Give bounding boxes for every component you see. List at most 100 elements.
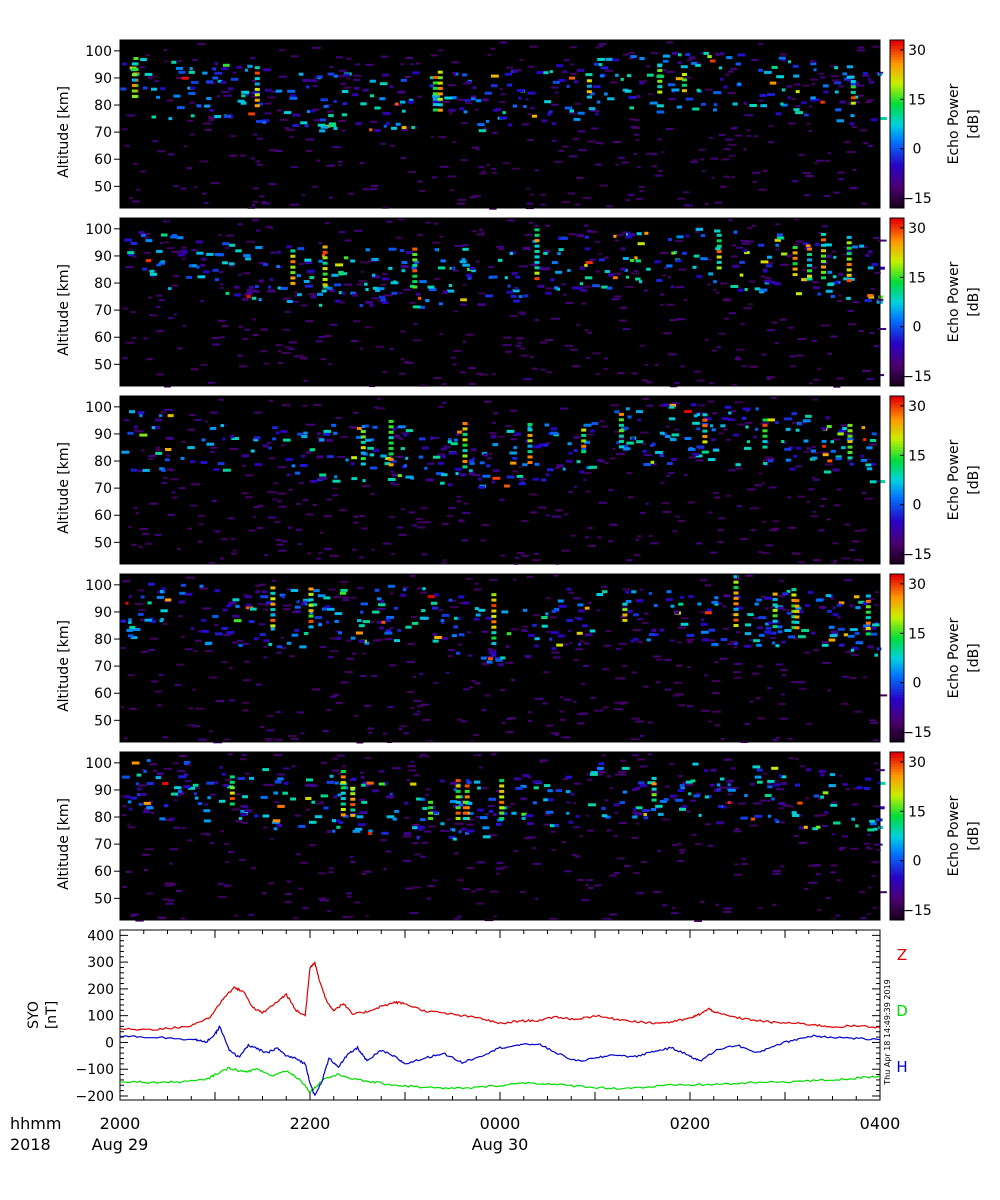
noise-echo [484, 400, 492, 403]
echo-streak-cell [847, 445, 853, 449]
noise-echo [635, 538, 640, 541]
noise-echo [250, 157, 255, 160]
noise-echo [746, 488, 756, 491]
echo-cell [695, 454, 703, 458]
noise-echo [619, 319, 627, 322]
y-tick-label: 50 [94, 891, 112, 907]
noise-echo [296, 853, 301, 856]
noise-echo [721, 738, 725, 740]
colorbar-step [890, 610, 904, 614]
echo-streak-cell [772, 614, 778, 618]
echo-cell [358, 624, 365, 628]
noise-echo [365, 915, 369, 918]
noise-echo [272, 498, 278, 501]
noise-echo [849, 677, 857, 680]
echo-cell [217, 462, 225, 466]
echo-cell [258, 279, 264, 283]
echo-streak-cell [733, 618, 739, 622]
echo-cell [167, 414, 174, 418]
noise-echo [710, 157, 718, 160]
echo-cell [576, 234, 585, 238]
noise-echo [251, 95, 258, 98]
noise-echo [253, 289, 257, 292]
noise-echo [181, 827, 187, 829]
noise-echo [609, 787, 614, 790]
echo-cell [755, 407, 759, 411]
noise-echo [451, 61, 460, 64]
noise-echo [727, 70, 734, 73]
noise-echo [148, 649, 155, 651]
colorbar-step [890, 466, 904, 470]
noise-echo [164, 882, 174, 885]
noise-echo [416, 710, 421, 713]
echo-streak-cell [491, 625, 497, 629]
echo-cell [517, 89, 525, 92]
echo-cell [246, 289, 252, 292]
echo-streak-cell [733, 586, 739, 590]
noise-echo [737, 802, 746, 805]
noise-echo [253, 506, 260, 508]
colorbar-step [890, 360, 904, 365]
noise-echo [633, 153, 637, 155]
noise-echo [609, 523, 617, 526]
noise-echo [227, 517, 235, 520]
echo-cell [657, 812, 664, 816]
noise-echo [417, 526, 423, 529]
noise-echo [802, 421, 807, 424]
echo-cell [458, 803, 463, 807]
echo-cell [708, 628, 716, 632]
noise-echo [626, 199, 631, 202]
noise-echo [263, 826, 268, 829]
noise-echo [639, 80, 648, 83]
echo-streak-cell [388, 463, 394, 467]
echo-cell [590, 772, 598, 776]
echo-cell [838, 272, 843, 276]
noise-echo [342, 916, 349, 919]
echo-cell [127, 431, 134, 435]
echo-cell [432, 633, 437, 636]
colorbar-step [890, 544, 904, 548]
noise-echo [601, 425, 609, 428]
noise-echo [143, 337, 149, 340]
noise-echo [131, 337, 137, 339]
colorbar-tick-label: 15 [908, 626, 926, 642]
noise-echo [573, 659, 580, 662]
noise-echo [570, 72, 577, 75]
noise-echo [383, 732, 388, 735]
noise-echo [725, 494, 731, 497]
noise-echo [851, 126, 858, 129]
echo-cell [451, 634, 457, 638]
noise-echo [185, 780, 192, 783]
noise-echo [816, 159, 825, 162]
colorbar-step [890, 101, 904, 105]
noise-echo [398, 728, 403, 731]
colorbar-step [890, 886, 904, 890]
noise-echo [416, 62, 421, 65]
echo-cell [754, 775, 762, 779]
echo-cell [327, 607, 335, 611]
y-tick-label: 50 [94, 713, 112, 729]
echo-cell [670, 794, 678, 798]
echo-streak-cell [794, 610, 800, 613]
noise-echo [634, 554, 641, 557]
echo-cell [405, 625, 412, 629]
echo-cell [206, 781, 215, 785]
y-tick-label: 90 [94, 783, 112, 799]
noise-echo [452, 363, 457, 366]
noise-echo [818, 606, 827, 608]
colorbar-step [890, 730, 904, 735]
noise-echo [173, 799, 178, 802]
colorbar-step [890, 602, 904, 606]
echo-streak-cell [350, 797, 356, 801]
x-row-label-year: 2018 [10, 1135, 51, 1154]
echo-cell [178, 600, 186, 604]
echo-cell [847, 634, 855, 638]
echo-cell [221, 626, 228, 630]
colorbar-step [890, 218, 904, 222]
echo-cell [708, 458, 716, 461]
colorbar-step [890, 107, 904, 111]
colorbar-step [890, 593, 904, 597]
colorbar-step [890, 302, 904, 306]
echo-cell [196, 104, 202, 108]
noise-echo [534, 224, 539, 227]
